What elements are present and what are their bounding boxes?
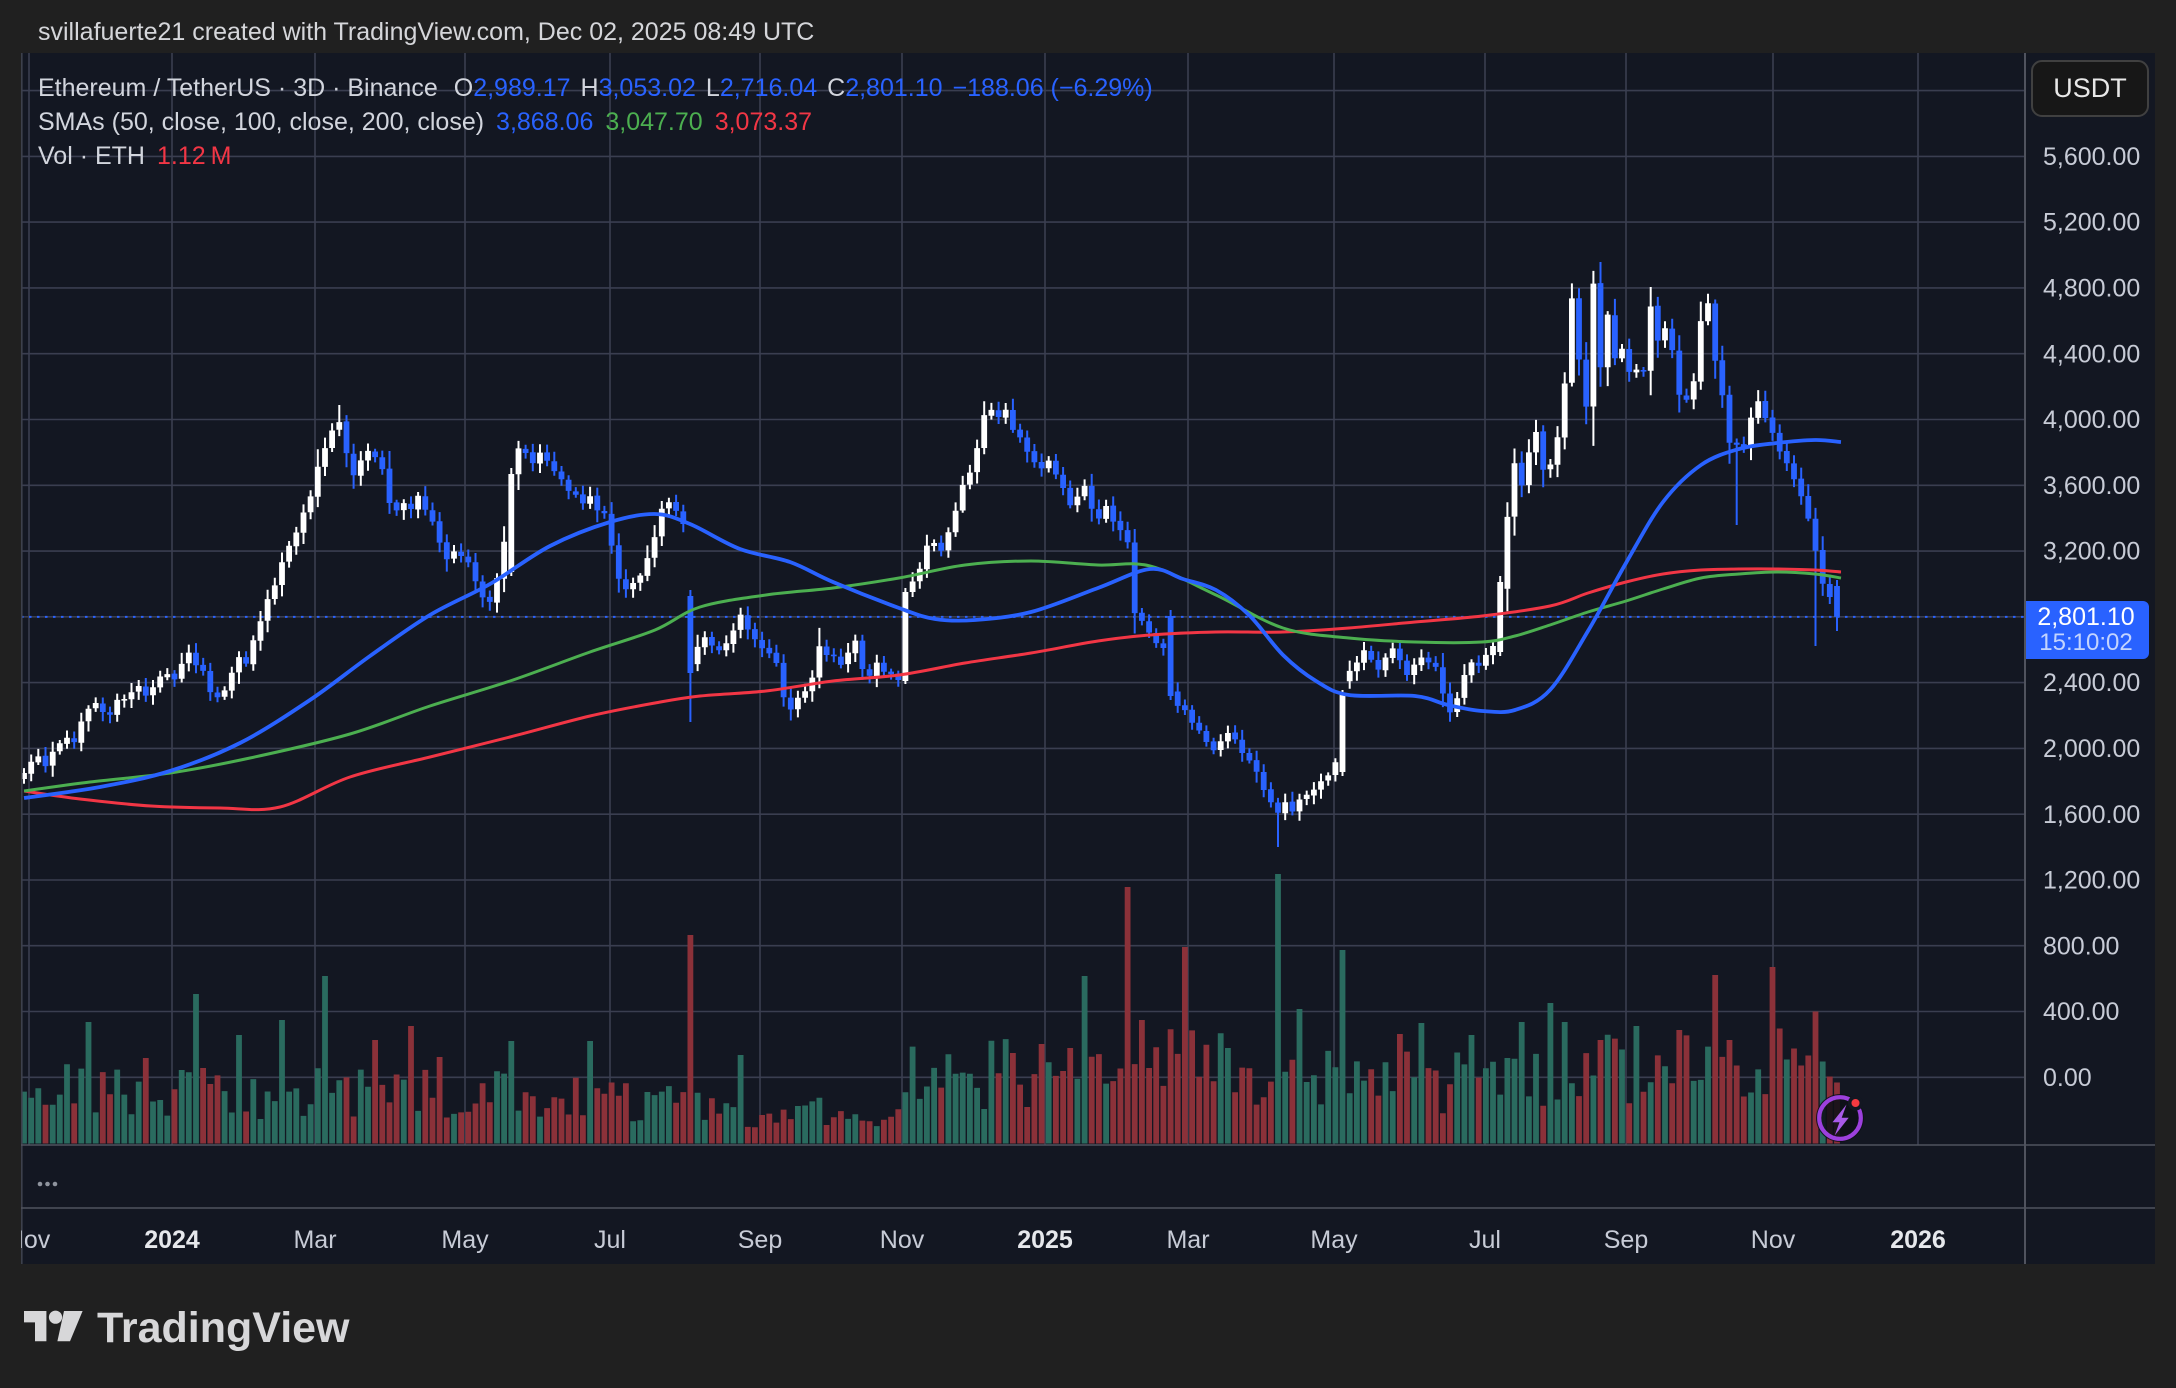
svg-text:SMAs (50, close, 100, close, 2: SMAs (50, close, 100, close, 200, close)…: [38, 108, 812, 136]
svg-text:2024: 2024: [144, 1226, 200, 1254]
svg-text:1,600.00: 1,600.00: [2043, 801, 2140, 829]
svg-text:Sep: Sep: [738, 1226, 782, 1254]
svg-text:4,800.00: 4,800.00: [2043, 275, 2140, 303]
svg-text:Jul: Jul: [594, 1226, 626, 1254]
svg-text:Mar: Mar: [1166, 1226, 1209, 1254]
svg-text:2,801.10: 2,801.10: [2037, 603, 2134, 631]
svg-text:4,400.00: 4,400.00: [2043, 340, 2140, 368]
svg-text:3,600.00: 3,600.00: [2043, 472, 2140, 500]
svg-text:400.00: 400.00: [2043, 998, 2119, 1026]
svg-text:2026: 2026: [1890, 1226, 1946, 1254]
svg-text:May: May: [441, 1226, 489, 1254]
svg-text:Nov: Nov: [880, 1226, 925, 1254]
svg-text:Sep: Sep: [1604, 1226, 1648, 1254]
svg-text:svillafuerte21 created with Tr: svillafuerte21 created with TradingView.…: [38, 18, 814, 46]
svg-text:15:10:02: 15:10:02: [2039, 629, 2132, 656]
svg-text:Nov: Nov: [6, 1226, 51, 1254]
svg-text:4,000.00: 4,000.00: [2043, 406, 2140, 434]
svg-text:USDT: USDT: [2053, 73, 2127, 103]
svg-text:TradingView: TradingView: [97, 1304, 350, 1352]
svg-text:1,200.00: 1,200.00: [2043, 867, 2140, 895]
svg-text:2,000.00: 2,000.00: [2043, 735, 2140, 763]
svg-text:Mar: Mar: [293, 1226, 336, 1254]
svg-text:2025: 2025: [1017, 1226, 1073, 1254]
svg-text:Nov: Nov: [1751, 1226, 1796, 1254]
svg-text:Jul: Jul: [1469, 1226, 1501, 1254]
svg-text:2,400.00: 2,400.00: [2043, 669, 2140, 697]
svg-text:0.00: 0.00: [2043, 1064, 2092, 1092]
svg-text:Ethereum / TetherUS · 3D · Bin: Ethereum / TetherUS · 3D · Binance O2,989…: [38, 74, 1153, 102]
svg-text:5,600.00: 5,600.00: [2043, 143, 2140, 171]
svg-text:3,200.00: 3,200.00: [2043, 538, 2140, 566]
svg-text:5,200.00: 5,200.00: [2043, 209, 2140, 237]
svg-text:May: May: [1310, 1226, 1358, 1254]
svg-text:800.00: 800.00: [2043, 932, 2119, 960]
